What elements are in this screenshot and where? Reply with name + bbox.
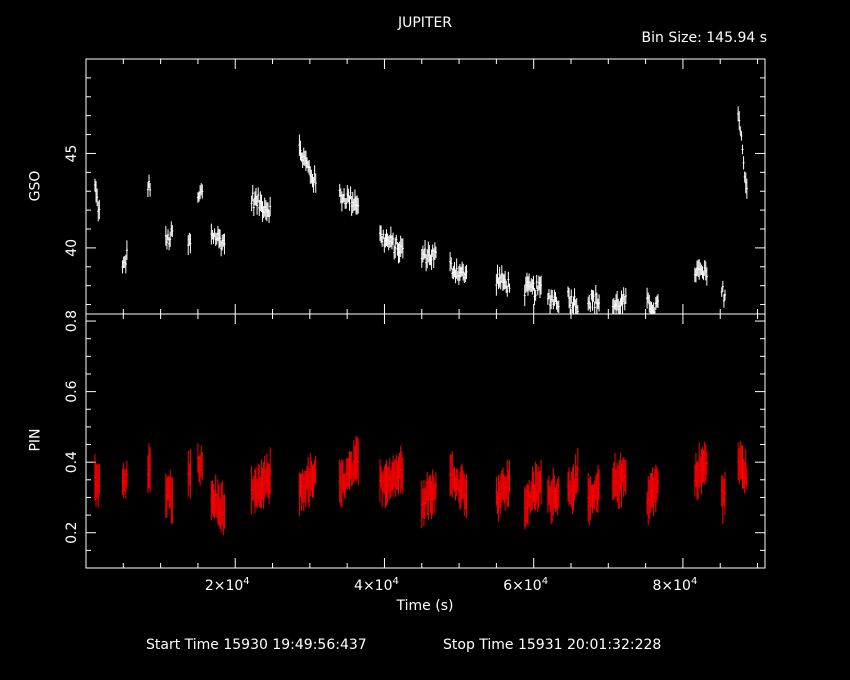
y-tick-label: 0.2 <box>64 522 80 544</box>
gso-axis-label: GSO <box>27 170 44 202</box>
chart-title: JUPITER <box>397 15 453 31</box>
x-tick-label: 2×104 <box>205 576 250 594</box>
y-tick-label: 0.4 <box>64 451 80 473</box>
y-tick-label: 0.8 <box>64 310 80 332</box>
pin-axis-label: PIN <box>27 428 44 452</box>
x-tick-label: 4×104 <box>354 576 399 594</box>
y-tick-label: 40 <box>64 239 80 257</box>
plot-frame <box>85 313 766 569</box>
start-time-label: Start Time 15930 19:49:56:437 <box>146 637 367 653</box>
gso-panel: 40 45 <box>64 58 766 315</box>
x-axis-label: Time (s) <box>396 598 454 614</box>
pin-panel: 0.2 0.4 0.6 0.8 2×104 4×104 6×104 8×104 <box>64 310 766 594</box>
plot-frame <box>85 58 766 315</box>
x-tick-label: 8×104 <box>653 576 698 594</box>
bin-size-label: Bin Size: 145.94 s <box>641 30 767 46</box>
y-tick-label: 45 <box>64 145 80 163</box>
stop-time-label: Stop Time 15931 20:01:32:228 <box>443 637 662 653</box>
y-tick-label: 0.6 <box>64 380 80 402</box>
x-tick-label: 6×104 <box>503 576 548 594</box>
